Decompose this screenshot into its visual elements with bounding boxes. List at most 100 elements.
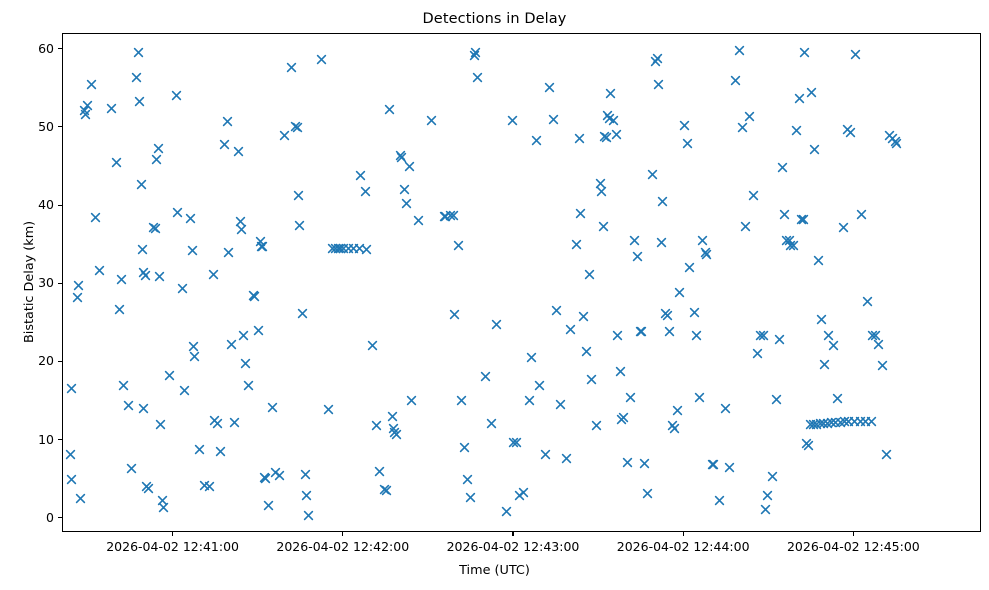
scatter-point (391, 429, 402, 440)
scatter-point (384, 104, 395, 115)
scatter-point (188, 341, 199, 352)
scatter-point (445, 210, 456, 221)
scatter-point (870, 330, 881, 341)
scatter-point (215, 446, 226, 457)
scatter-point (561, 453, 572, 464)
scatter-point (267, 402, 278, 413)
scatter-point (575, 208, 586, 219)
scatter-point (598, 221, 609, 232)
scatter-point (406, 395, 417, 406)
scatter-point (595, 178, 606, 189)
scatter-point (449, 309, 460, 320)
scatter-point (94, 265, 105, 276)
scatter-point (90, 212, 101, 223)
scatter-point (674, 287, 685, 298)
scatter-point (714, 495, 725, 506)
scatter-point (301, 490, 312, 501)
x-tick-mark (682, 532, 684, 536)
scatter-point (140, 270, 151, 281)
x-tick-mark (342, 532, 344, 536)
scatter-point (596, 186, 607, 197)
scatter-point (752, 348, 763, 359)
scatter-point (396, 152, 407, 163)
x-tick-label: 2026-04-02 12:45:00 (786, 539, 920, 554)
scatter-point (223, 247, 234, 258)
scatter-point (229, 417, 240, 428)
scatter-point (828, 340, 839, 351)
scatter-point (762, 490, 773, 501)
scatter-point (462, 474, 473, 485)
scatter-point (551, 305, 562, 316)
scatter-point (524, 395, 535, 406)
scatter-point (80, 109, 91, 120)
scatter-point (636, 326, 647, 337)
y-tick-label: 40 (38, 197, 54, 213)
scatter-point (508, 437, 519, 448)
scatter-point (335, 243, 346, 254)
x-tick-mark (512, 532, 514, 536)
scatter-point (737, 122, 748, 133)
scatter-point (401, 198, 412, 209)
scatter-point (799, 47, 810, 58)
scatter-point (453, 240, 464, 251)
scatter-point (881, 449, 892, 460)
scatter-point (615, 366, 626, 377)
scatter-point (664, 326, 675, 337)
scatter-point (682, 138, 693, 149)
scatter-point (591, 420, 602, 431)
scatter-point (856, 209, 867, 220)
scatter-point (679, 120, 690, 131)
scatter-point (66, 383, 77, 394)
scatter-point (294, 220, 305, 231)
scatter-point (194, 444, 205, 455)
scatter-point (189, 351, 200, 362)
x-tick-label: 2026-04-02 12:42:00 (276, 539, 410, 554)
scatter-point (657, 196, 668, 207)
scatter-point (777, 162, 788, 173)
scatter-point (526, 352, 537, 363)
scatter-point (480, 371, 491, 382)
scatter-point (724, 462, 735, 473)
y-tick-label: 20 (38, 353, 54, 369)
scatter-point (845, 127, 856, 138)
scatter-points-layer (63, 34, 980, 531)
scatter-point (581, 346, 592, 357)
scatter-point (815, 418, 826, 429)
scatter-point (456, 395, 467, 406)
scatter-point (672, 405, 683, 416)
scatter-point (116, 274, 127, 285)
scatter-point (138, 403, 149, 414)
scatter-point (819, 359, 830, 370)
scatter-point (794, 93, 805, 104)
scatter-point (873, 339, 884, 350)
scatter-point (249, 291, 260, 302)
scatter-point (151, 154, 162, 165)
scatter-point (316, 54, 327, 65)
scatter-point (177, 283, 188, 294)
scatter-point (571, 239, 582, 250)
scatter-point (813, 255, 824, 266)
scatter-point (86, 79, 97, 90)
scatter-point (669, 423, 680, 434)
scatter-point (118, 380, 129, 391)
scatter-point (185, 213, 196, 224)
scatter-point (212, 418, 223, 429)
scatter-point (734, 45, 745, 56)
scatter-point (222, 116, 233, 127)
scatter-point (877, 360, 888, 371)
scatter-point (300, 469, 311, 480)
scatter-point (459, 442, 470, 453)
scatter-point (465, 492, 476, 503)
scatter-point (838, 222, 849, 233)
scatter-point (238, 330, 249, 341)
scatter-point (866, 416, 877, 427)
scatter-point (240, 358, 251, 369)
scatter-point (639, 458, 650, 469)
scatter-point (544, 82, 555, 93)
scatter-point (355, 170, 366, 181)
scatter-point (760, 504, 771, 515)
scatter-point (618, 412, 629, 423)
scatter-point (708, 459, 719, 470)
scatter-point (111, 157, 122, 168)
scatter-point (697, 235, 708, 246)
